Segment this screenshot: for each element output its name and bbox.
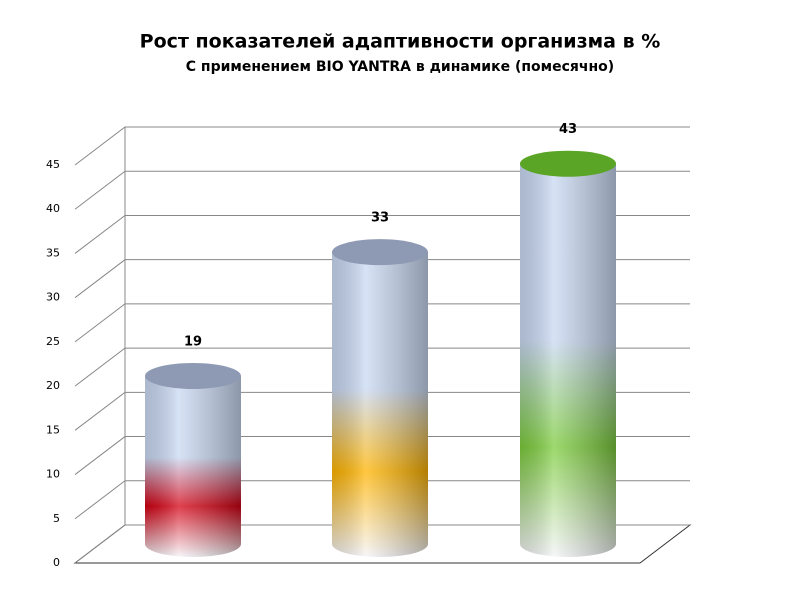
y-tick-label: 40	[46, 202, 60, 215]
bar-shade	[145, 375, 241, 557]
grid-line	[74, 347, 690, 387]
y-tick-label: 25	[46, 335, 60, 348]
y-tick-label: 0	[53, 556, 60, 569]
y-tick-label: 15	[46, 423, 60, 436]
y-tick-label: 30	[46, 291, 60, 304]
grid-line	[74, 480, 690, 520]
bar-top	[332, 239, 428, 266]
value-label: 33	[371, 211, 389, 226]
value-label: 43	[559, 122, 577, 137]
grid-line	[74, 170, 690, 210]
bar-top	[145, 362, 241, 389]
grid-line	[74, 524, 690, 564]
grid-line	[74, 126, 690, 166]
y-tick-label: 45	[46, 158, 60, 171]
grid-line	[74, 259, 690, 299]
bar-shade	[332, 252, 428, 557]
bar-top	[520, 150, 616, 177]
y-tick-label: 35	[46, 246, 60, 259]
grid-line	[74, 436, 690, 475]
grid-line	[74, 303, 690, 343]
value-label: 19	[184, 334, 202, 349]
chart-title: Рост показателей адаптивности организма …	[140, 31, 661, 53]
grid-line	[74, 391, 690, 431]
y-tick-label: 5	[53, 512, 60, 525]
y-tick-label: 20	[46, 379, 60, 392]
y-tick-label: 10	[46, 468, 60, 481]
bar-shade	[520, 163, 616, 557]
chart-subtitle: С применением BIO YANTRA в динамике (пом…	[186, 59, 614, 75]
grid-line	[74, 214, 690, 254]
